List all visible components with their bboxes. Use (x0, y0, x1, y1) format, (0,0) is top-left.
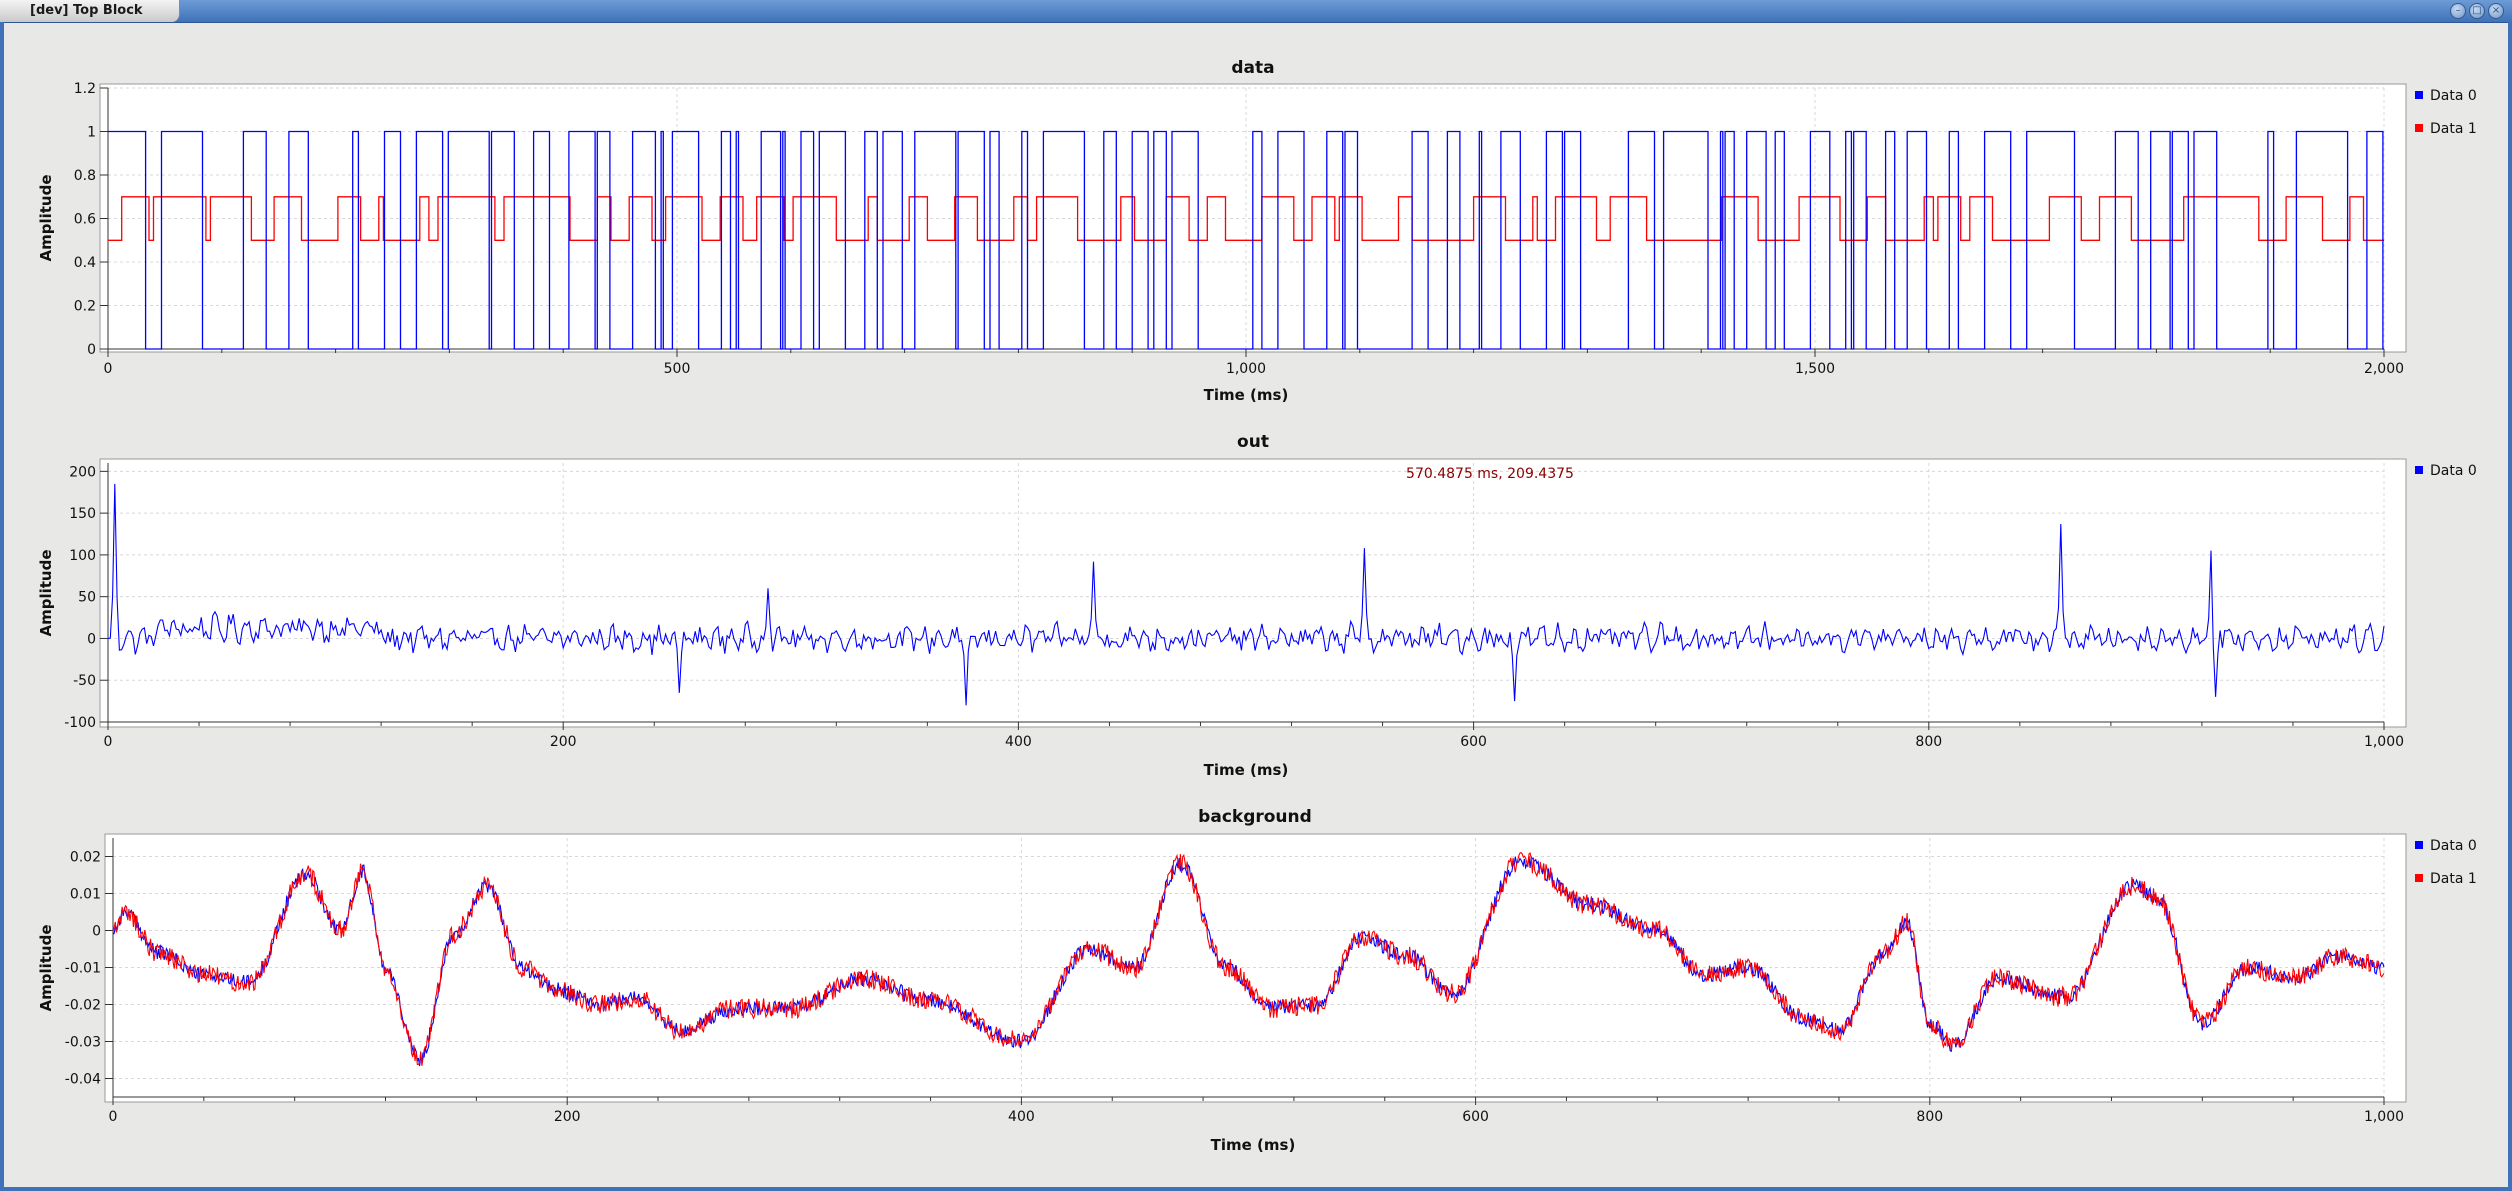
series-group (112, 851, 2385, 1067)
y-tick-label: 150 (69, 506, 96, 522)
y-tick-label: 1.2 (74, 81, 96, 97)
x-tick-label: 400 (1008, 1109, 1035, 1125)
x-tick-label: 400 (1005, 734, 1032, 750)
legend[interactable]: Data 0 Data 1 (2415, 838, 2477, 887)
plot-canvas[interactable] (99, 458, 2407, 728)
y-tick-label: 0 (87, 631, 96, 647)
legend-swatch-data-0 (2415, 841, 2423, 849)
x-tick-label: 200 (554, 1109, 581, 1125)
plot-title: out (1237, 432, 1269, 452)
x-tick-label: 1,500 (1795, 361, 1835, 377)
legend-label-data-0[interactable]: Data 0 (2430, 463, 2477, 479)
plot-out: out Amplitude Time (ms) -100 -50 0 50 100 150… (37, 432, 2477, 779)
grid (112, 838, 2385, 1097)
x-tick-label: 1,000 (2364, 1109, 2404, 1125)
legend-swatch-data-1 (2415, 874, 2423, 882)
plot-data: data Amplitude Time (ms) 0 0.2 0.4 0.6 0.8 1 1… (37, 58, 2477, 404)
window-frame (0, 22, 2512, 1191)
x-axis-label: Time (ms) (1204, 386, 1289, 404)
maximize-icon[interactable]: □ (2469, 3, 2485, 19)
y-tick-label: 0.6 (74, 212, 96, 228)
x-tick-label: 500 (664, 361, 691, 377)
x-tick-label: 0 (104, 734, 113, 750)
legend-swatch-data-1 (2415, 124, 2423, 132)
x-tick-label: 0 (104, 361, 113, 377)
series-data-0-line (107, 483, 2385, 706)
picker-readout: 570.4875 ms, 209.4375 (1406, 466, 1574, 482)
x-tick-label: 800 (1915, 734, 1942, 750)
legend-label-data-1[interactable]: Data 1 (2430, 871, 2477, 887)
y-axis-label: Amplitude (37, 549, 55, 636)
window-title: [dev] Top Block (0, 0, 180, 22)
y-tick-label: -0.04 (65, 1072, 101, 1088)
legend[interactable]: Data 0 (2415, 463, 2477, 479)
y-tick-label: 200 (69, 464, 96, 480)
x-axis-label: Time (ms) (1211, 1136, 1296, 1154)
legend[interactable]: Data 0 Data 1 (2415, 88, 2477, 137)
y-tick-label: 0.8 (74, 168, 96, 184)
y-tick-label: 0.01 (70, 887, 101, 903)
plot-background: background Amplitude Time (ms) -0.04-0.0… (37, 807, 2477, 1154)
y-tick-label: -0.03 (65, 1035, 101, 1051)
window-titlebar[interactable]: [dev] Top Block – □ × (0, 0, 2512, 23)
x-tick-label: 800 (1916, 1109, 1943, 1125)
x-axis-label: Time (ms) (1204, 761, 1289, 779)
plot-title: data (1231, 58, 1274, 78)
y-tick-label: 0 (87, 342, 96, 358)
x-ticks: 0 200 400 600 800 1,000 (104, 721, 2404, 750)
y-tick-label: -100 (64, 715, 96, 731)
y-tick-label: -0.01 (65, 961, 101, 977)
legend-label-data-0[interactable]: Data 0 (2430, 88, 2477, 104)
legend-label-data-1[interactable]: Data 1 (2430, 121, 2477, 137)
y-axis-label: Amplitude (37, 924, 55, 1011)
series-group (108, 130, 2384, 350)
x-tick-label: 600 (1462, 1109, 1489, 1125)
y-ticks: -0.04 -0.03 -0.02 -0.01 0 0.01 0.02 (65, 838, 114, 1097)
y-tick-label: 0.4 (74, 255, 96, 271)
legend-swatch-data-0 (2415, 466, 2423, 474)
x-tick-label: 0 (109, 1109, 118, 1125)
legend-label-data-0[interactable]: Data 0 (2430, 838, 2477, 854)
y-tick-label: -50 (73, 673, 96, 689)
x-tick-label: 600 (1460, 734, 1487, 750)
series-data-1-line (108, 196, 2384, 241)
series-data-1-line (112, 851, 2385, 1066)
plot-title: background (1198, 807, 1312, 827)
y-tick-label: -0.02 (65, 998, 101, 1014)
series-group (107, 483, 2385, 706)
x-ticks: 0 200 400 600 800 1,000 (109, 1096, 2404, 1125)
close-icon[interactable]: × (2488, 3, 2504, 19)
y-tick-label: 50 (78, 590, 96, 606)
y-axis-label: Amplitude (37, 174, 55, 261)
series-data-0-line (108, 130, 2384, 350)
y-tick-label: 0.2 (74, 299, 96, 315)
y-ticks: -100 -50 0 50 100 150 200 (64, 463, 109, 731)
x-tick-label: 200 (550, 734, 577, 750)
y-tick-label: 0.02 (70, 850, 101, 866)
legend-swatch-data-0 (2415, 91, 2423, 99)
x-tick-label: 2,000 (2364, 361, 2404, 377)
x-ticks: 0 500 1,000 1,500 2,000 (104, 348, 2404, 377)
minimize-icon[interactable]: – (2450, 3, 2466, 19)
x-tick-label: 1,000 (2364, 734, 2404, 750)
y-tick-label: 100 (69, 548, 96, 564)
y-tick-label: 0 (92, 924, 101, 940)
x-tick-label: 1,000 (1226, 361, 1266, 377)
y-tick-label: 1 (87, 125, 96, 141)
